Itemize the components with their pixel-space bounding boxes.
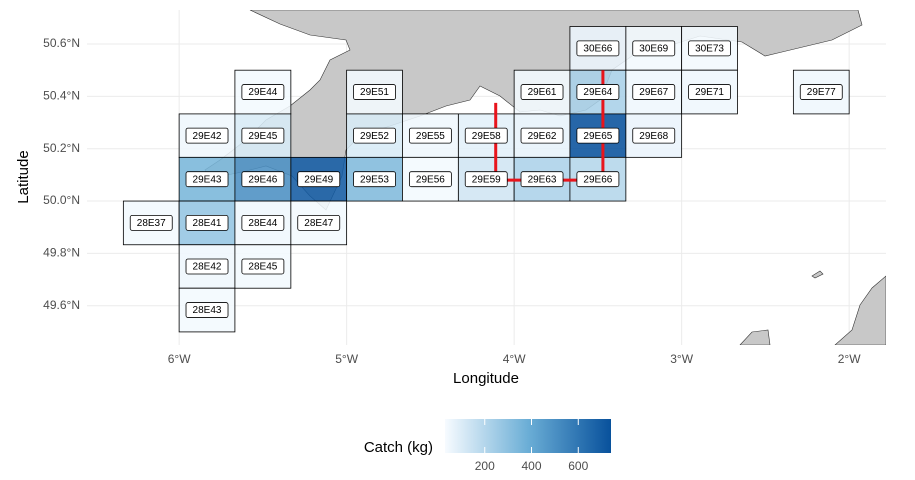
france-coast	[834, 275, 886, 345]
y-tick-label: 50.4°N	[43, 89, 80, 103]
y-tick-label: 50.0°N	[43, 193, 80, 207]
cell-label: 29E77	[807, 87, 836, 98]
cell-label-box	[520, 171, 564, 188]
cell-label: 29E42	[193, 131, 222, 142]
cell-label: 29E59	[472, 174, 501, 185]
cell-label: 29E49	[304, 174, 333, 185]
legend-title: Catch (kg)	[364, 439, 433, 456]
cell-label: 29E63	[528, 174, 557, 185]
x-tick-label: 5°W	[335, 352, 358, 366]
cell-label: 29E62	[528, 131, 557, 142]
cell-label-box	[464, 171, 508, 188]
islet	[811, 270, 824, 279]
cell-label-box	[632, 127, 676, 144]
y-tick-label: 49.6°N	[43, 298, 80, 312]
cell-label: 28E41	[193, 218, 222, 229]
cell-label-box	[799, 84, 843, 100]
cell-label-box	[353, 84, 396, 100]
cell-label: 30E66	[583, 43, 612, 54]
cell-label-box	[353, 127, 396, 144]
cell-label: 28E44	[248, 218, 277, 229]
cell-label: 28E45	[248, 262, 277, 273]
cell-label: 30E73	[695, 43, 724, 54]
cell-label: 29E71	[695, 87, 724, 98]
cell-label-box	[408, 171, 452, 188]
cell-label: 29E55	[416, 131, 445, 142]
cell-label-box	[241, 258, 285, 275]
colorbar-tick-label: 400	[521, 459, 541, 473]
cell-label-box	[520, 127, 564, 144]
cell-label-box	[464, 127, 508, 144]
cell-label: 29E45	[248, 131, 277, 142]
cell-label-box	[185, 127, 229, 144]
x-tick-label: 3°W	[670, 352, 693, 366]
cell-label-box	[185, 302, 229, 318]
cell-label: 28E42	[193, 262, 222, 273]
legend: Catch (kg) 200 400 600	[364, 419, 611, 473]
cell-label: 29E61	[528, 87, 557, 98]
cell-label: 29E67	[639, 87, 668, 98]
cell-label-box	[185, 171, 229, 188]
cell-label: 28E43	[193, 305, 222, 316]
axes: 6°W 5°W 4°W 3°W 2°W 49.6°N 49.8°N 50.0°N 50.2°N 5…	[43, 36, 861, 366]
cell-label: 29E58	[472, 131, 501, 142]
cell-label-box	[688, 84, 731, 100]
cell-label: 29E44	[248, 87, 277, 98]
colorbar	[445, 419, 611, 453]
cell-label-box	[297, 215, 341, 231]
cell-label: 28E47	[304, 218, 333, 229]
cell-label-box	[408, 127, 452, 144]
colorbar-tick-label: 600	[568, 459, 588, 473]
cell-label-box	[576, 40, 620, 57]
cell-label: 29E64	[583, 87, 612, 98]
cell-label-box	[185, 258, 229, 275]
cell-label-box	[576, 84, 620, 100]
cell-label: 29E52	[360, 131, 389, 142]
cell-label-box	[632, 40, 676, 57]
cell-label-box	[241, 215, 285, 231]
cell-label-box	[185, 215, 229, 231]
cell-label: 29E46	[248, 174, 277, 185]
cell-label: 29E66	[583, 174, 612, 185]
cell-label: 29E68	[639, 131, 668, 142]
x-tick-label: 4°W	[503, 352, 526, 366]
cell-label-box	[520, 84, 564, 100]
cell-label: 29E65	[583, 131, 612, 142]
x-tick-label: 6°W	[168, 352, 191, 366]
cell-label: 30E69	[639, 43, 668, 54]
cell-label: 29E53	[360, 174, 389, 185]
y-tick-label: 50.2°N	[43, 141, 80, 155]
x-axis-label: Longitude	[453, 370, 519, 387]
cell-label-box	[129, 215, 173, 231]
cell-labels: 30E66 30E69 30E73 29E44 29E51 29E61 29E64 29E67…	[129, 40, 843, 318]
cell-label: 29E43	[193, 174, 222, 185]
cell-label-box	[353, 171, 396, 188]
cell-label: 29E51	[360, 87, 389, 98]
cell-label-box	[576, 127, 620, 144]
y-tick-label: 50.6°N	[43, 36, 80, 50]
y-axis-label: Latitude	[15, 150, 32, 203]
cell-label-box	[297, 171, 341, 188]
colorbar-tick-label: 200	[475, 459, 495, 473]
cell-label-box	[688, 40, 731, 57]
cell-label-box	[576, 171, 620, 188]
cell-label-box	[241, 84, 285, 100]
cell-label-box	[632, 84, 676, 100]
islet	[739, 329, 771, 345]
cell-label: 28E37	[137, 218, 166, 229]
cell-label-box	[241, 127, 285, 144]
y-tick-label: 49.8°N	[43, 246, 80, 260]
x-tick-label: 2°W	[838, 352, 861, 366]
cell-label: 29E56	[416, 174, 445, 185]
cell-label-box	[241, 171, 285, 188]
